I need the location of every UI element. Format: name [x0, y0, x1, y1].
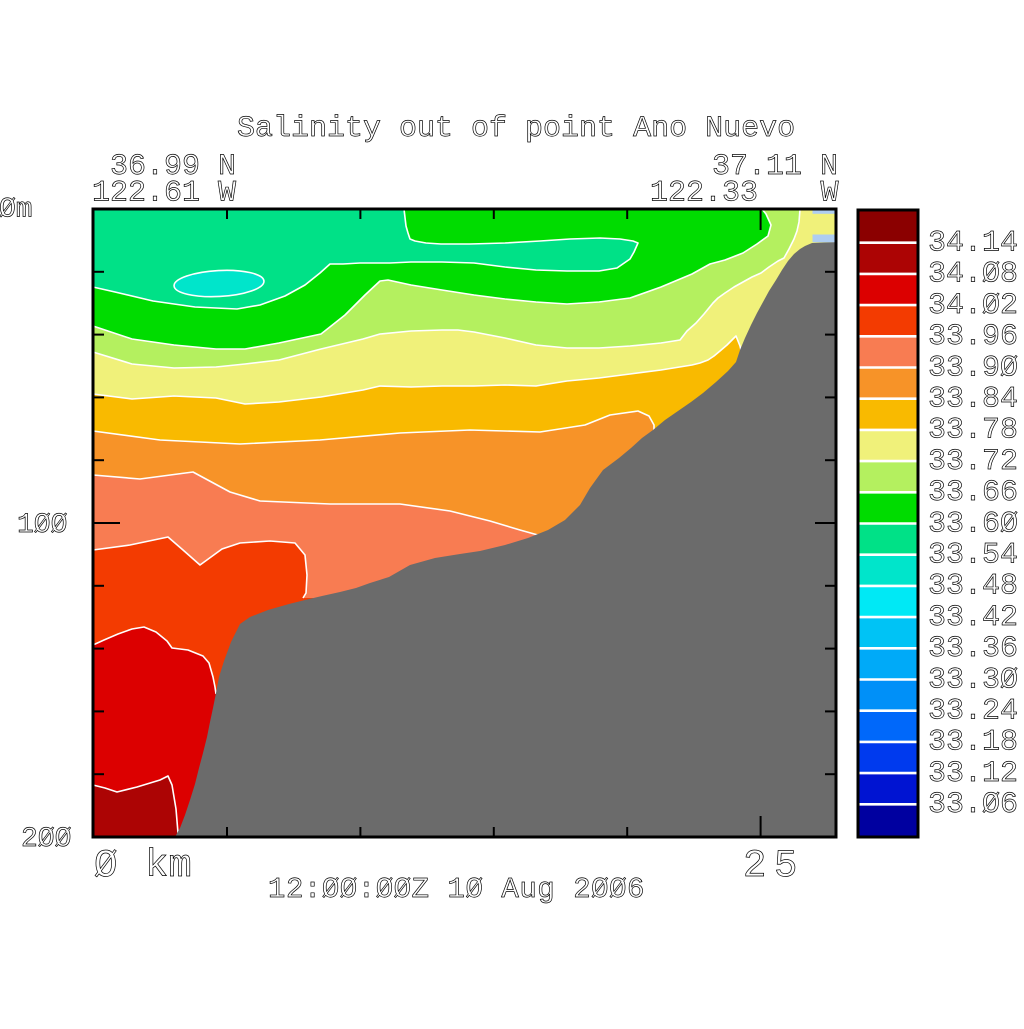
svg-text:W: W [821, 177, 839, 211]
svg-text:33.6Ø: 33.6Ø [928, 507, 1018, 541]
svg-text:33.36: 33.36 [928, 632, 1018, 666]
svg-text:33.24: 33.24 [928, 695, 1018, 729]
svg-text:12:ØØ:ØØZ 1Ø Aug 2ØØ6: 12:ØØ:ØØZ 1Ø Aug 2ØØ6 [268, 873, 645, 906]
svg-text:1ØØ: 1ØØ [17, 510, 67, 541]
svg-text:33.9Ø: 33.9Ø [928, 351, 1018, 385]
svg-text:37.11 N: 37.11 N [712, 150, 838, 184]
svg-text:2ØØ: 2ØØ [21, 824, 71, 855]
svg-text:33.66: 33.66 [928, 476, 1018, 510]
svg-text:36.99 N: 36.99 N [110, 150, 236, 184]
svg-text:33.Ø6: 33.Ø6 [928, 788, 1018, 822]
svg-text:33.42: 33.42 [928, 601, 1018, 635]
svg-text:Ø: Ø [94, 844, 117, 888]
svg-text:34.14: 34.14 [928, 227, 1018, 261]
svg-text:km: km [145, 844, 192, 888]
svg-text:33.96: 33.96 [928, 320, 1018, 354]
svg-text:122.33: 122.33 [650, 177, 758, 211]
svg-text:33.72: 33.72 [928, 445, 1018, 479]
svg-text:Øm: Øm [0, 195, 33, 226]
svg-text:33.84: 33.84 [928, 383, 1018, 417]
svg-text:33.3Ø: 33.3Ø [928, 663, 1018, 697]
svg-text:33.18: 33.18 [928, 726, 1018, 760]
svg-text:33.48: 33.48 [928, 570, 1018, 604]
svg-text:25: 25 [743, 844, 805, 888]
svg-text:Salinity out of point Ano Nuev: Salinity out of point Ano Nuevo [237, 112, 795, 146]
svg-text:34.Ø8: 34.Ø8 [928, 258, 1018, 292]
svg-text:34.Ø2: 34.Ø2 [928, 289, 1018, 323]
svg-text:33.12: 33.12 [928, 757, 1018, 791]
svg-text:122.61 W: 122.61 W [92, 177, 236, 211]
svg-text:33.78: 33.78 [928, 414, 1018, 448]
svg-text:33.54: 33.54 [928, 539, 1018, 573]
